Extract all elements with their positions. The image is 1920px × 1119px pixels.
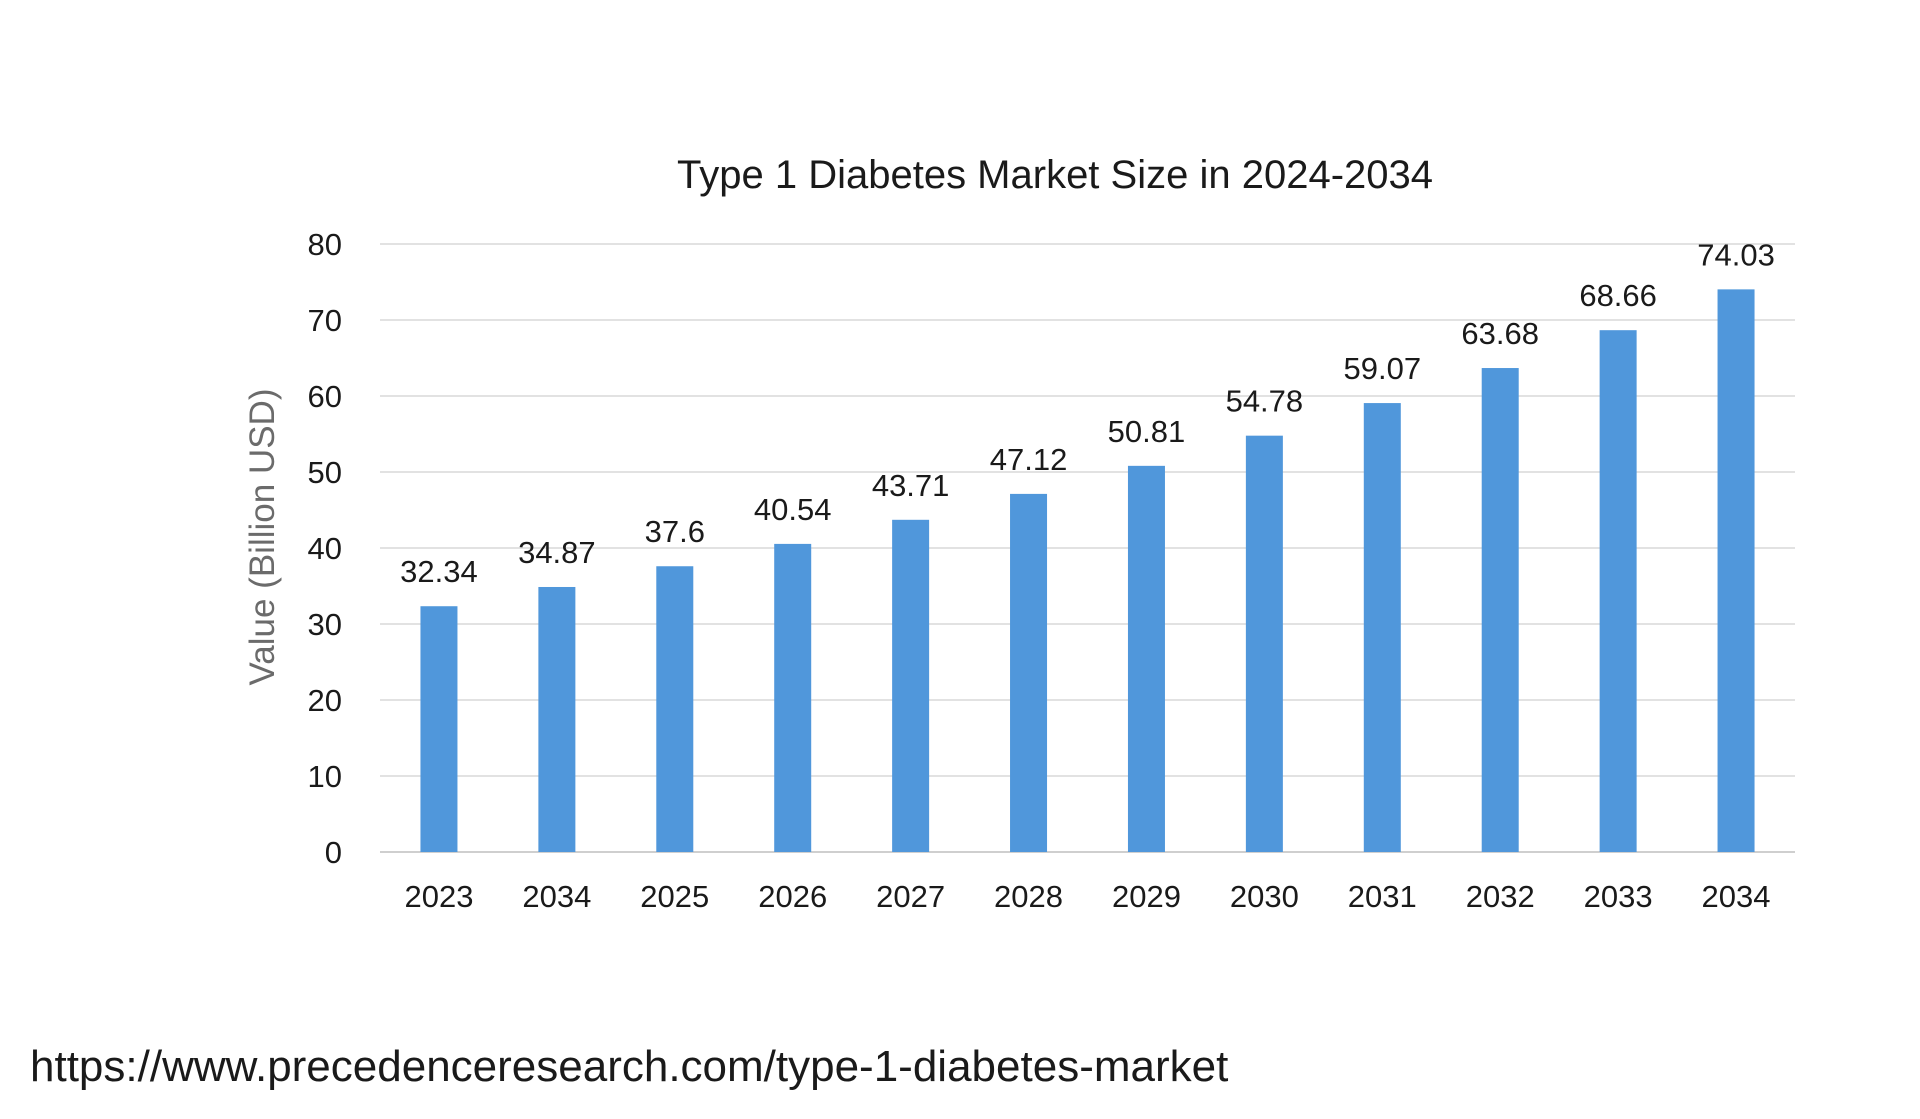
x-tick-label: 2034 — [1702, 879, 1771, 914]
y-tick-label: 80 — [308, 227, 342, 262]
x-tick-label: 2029 — [1112, 879, 1181, 914]
source-url: https://www.precedenceresearch.com/type-… — [30, 1042, 1229, 1091]
bar — [1363, 403, 1401, 852]
data-label: 74.03 — [1697, 237, 1775, 272]
y-tick-label: 10 — [308, 759, 342, 794]
data-label: 54.78 — [1226, 384, 1304, 419]
data-label: 34.87 — [518, 535, 596, 570]
y-axis-title: Value (Billion USD) — [243, 389, 282, 686]
data-label: 50.81 — [1108, 414, 1186, 449]
x-tick-label: 2027 — [876, 879, 945, 914]
bars — [420, 289, 1755, 853]
gridlines — [380, 243, 1795, 853]
chart-title: Type 1 Diabetes Market Size in 2024-2034 — [677, 153, 1433, 197]
bar — [1717, 289, 1755, 852]
bar — [420, 606, 458, 852]
x-tick-label: 2025 — [640, 879, 709, 914]
data-label: 63.68 — [1461, 316, 1539, 351]
x-tick-label: 2031 — [1348, 879, 1417, 914]
y-tick-label: 60 — [308, 379, 342, 414]
x-axis-ticks: 2023 2034 2025 2026 2027 2028 2029 2030 2031 2032… — [404, 879, 1770, 914]
bar — [1599, 330, 1637, 853]
data-label: 68.66 — [1579, 278, 1657, 313]
bar — [1481, 368, 1519, 852]
data-label: 32.34 — [400, 554, 478, 589]
x-tick-label: 2032 — [1466, 879, 1535, 914]
data-labels: 32.34 34.87 37.6 40.54 43.71 47.12 50.81 54.78 5… — [400, 237, 1775, 589]
y-tick-label: 40 — [308, 531, 342, 566]
y-tick-label: 30 — [308, 607, 342, 642]
y-tick-label: 70 — [308, 303, 342, 338]
bar — [774, 543, 812, 852]
bar — [1010, 493, 1048, 852]
bar — [1245, 435, 1283, 852]
x-tick-label: 2033 — [1584, 879, 1653, 914]
data-label: 43.71 — [872, 468, 950, 503]
y-axis-ticks: 0 10 20 30 40 50 60 70 80 — [308, 227, 342, 870]
bar — [538, 586, 576, 852]
x-tick-label: 2026 — [758, 879, 827, 914]
y-tick-label: 50 — [308, 455, 342, 490]
bar — [892, 519, 930, 852]
bar — [1127, 465, 1165, 852]
y-tick-label: 0 — [325, 835, 342, 870]
data-label: 40.54 — [754, 492, 832, 527]
data-label: 37.6 — [645, 514, 705, 549]
x-tick-label: 2030 — [1230, 879, 1299, 914]
x-tick-label: 2023 — [404, 879, 473, 914]
x-tick-label: 2034 — [522, 879, 591, 914]
x-tick-label: 2028 — [994, 879, 1063, 914]
data-label: 47.12 — [990, 442, 1068, 477]
y-tick-label: 20 — [308, 683, 342, 718]
data-label: 59.07 — [1344, 351, 1422, 386]
bar — [656, 566, 694, 852]
